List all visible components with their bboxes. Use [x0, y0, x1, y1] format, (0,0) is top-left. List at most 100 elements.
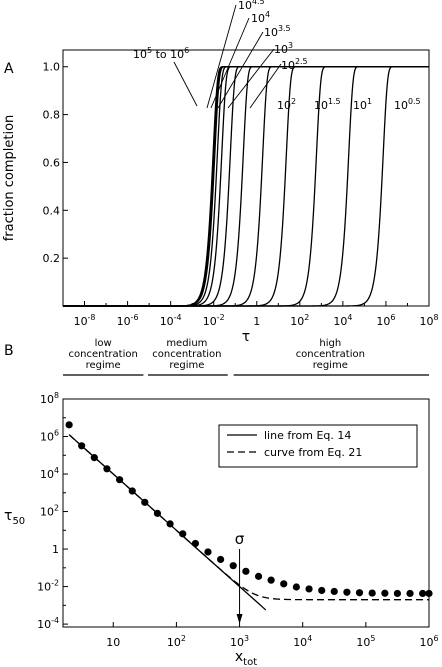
b-x-tick-label: 102 — [167, 634, 186, 649]
panel-b-regimes: lowconcentrationregimemediumconcentratio… — [63, 338, 429, 376]
b-data-point — [128, 487, 136, 495]
a-leader-line — [217, 31, 264, 109]
panel-a-curves — [63, 66, 429, 307]
b-x-tick-label: 103 — [230, 634, 249, 649]
b-curve-eq21 — [68, 434, 429, 601]
a-x-tick-label: 1 — [253, 315, 260, 328]
panel-b-sigma-annotation: σ — [235, 530, 245, 624]
b-data-point — [179, 530, 187, 538]
a-curve-5 — [63, 66, 429, 307]
a-x-tick-label: 108 — [419, 313, 438, 328]
panel-b-points — [65, 421, 433, 598]
a-leader-line — [206, 4, 237, 109]
a-label-range: 105 to 106 — [133, 46, 189, 61]
a-x-tick-label: 10-8 — [74, 313, 96, 328]
panel-a-x-axis: 10-8 10-6 10-4 10-2 1 102 104 106 108 — [74, 301, 439, 328]
b-data-point — [381, 589, 389, 597]
a-y-tick-label: 0.6 — [43, 156, 61, 169]
b-data-point — [267, 576, 275, 584]
b-data-point — [292, 583, 300, 591]
b-data-point — [242, 567, 250, 575]
panel-b-plot-frame — [62, 398, 430, 628]
b-y-tick-label: 1 — [52, 543, 59, 556]
b-data-point — [115, 476, 124, 484]
panel-b-x-label: xtot — [235, 649, 257, 667]
a-curve-11 — [63, 66, 429, 307]
b-regime-label: high — [319, 338, 341, 349]
b-y-tick-label: 108 — [40, 391, 59, 406]
b-data-point — [191, 539, 200, 548]
b-y-tick-label: 10-2 — [37, 579, 59, 594]
a-x-tick-label: 104 — [333, 313, 352, 328]
b-regime-label: medium — [166, 338, 207, 349]
a-leader-line-range — [173, 61, 198, 107]
a-x-tick-label: 106 — [376, 313, 395, 328]
b-legend-box — [218, 424, 418, 468]
b-x-tick-label: 105 — [356, 634, 375, 649]
b-regime-label: regime — [86, 360, 121, 371]
a-label-10-1.5: 101.5 — [314, 97, 341, 112]
a-y-tick-label: 1.0 — [43, 61, 61, 74]
a-label-10-3: 103 — [274, 41, 293, 56]
panel-label-a: A — [4, 61, 14, 77]
a-y-tick-label: 0.2 — [43, 252, 61, 265]
b-data-point — [204, 548, 212, 556]
a-label-10-4: 104 — [251, 10, 270, 25]
b-data-point — [330, 587, 338, 596]
a-y-tick-label: 0.4 — [43, 204, 61, 217]
panel-b-y-label: τ50 — [4, 508, 25, 527]
a-leader-line — [249, 63, 282, 109]
panel-a-y-axis: 0.2 0.4 0.6 0.8 1.0 — [43, 61, 68, 265]
b-legend-label: line from Eq. 14 — [264, 429, 351, 442]
b-data-point — [141, 498, 149, 506]
panel-b-chart: lowconcentrationregimemediumconcentratio… — [4, 338, 439, 667]
a-label-10-4.5: 104.5 — [238, 0, 265, 12]
panel-a-leader-lines — [173, 4, 282, 109]
b-data-point — [355, 589, 364, 597]
a-label-10-0.5: 100.5 — [394, 97, 421, 112]
b-sigma-arrow-head — [236, 614, 243, 624]
a-x-tick-label: 10-2 — [203, 313, 225, 328]
b-regime-label: concentration — [296, 349, 365, 360]
b-regime-label: concentration — [152, 349, 221, 360]
a-leader-line — [210, 17, 250, 109]
b-regime-label: concentration — [69, 349, 138, 360]
b-data-point — [153, 509, 162, 517]
b-regime-label: low — [95, 338, 112, 349]
panel-a-chart: 0.20.40.60.81.0 10-8 10-6 10-4 10-2 1 102 104 1… — [2, 0, 439, 345]
b-x-tick-label: 106 — [419, 634, 438, 649]
b-sigma-label: σ — [235, 530, 245, 548]
b-x-tick-label: 104 — [293, 634, 312, 649]
panel-b-x-axis: 10 102 103 104 105 106 — [106, 622, 439, 649]
panel-b-legend: line from Eq. 14 curve from Eq. 21 — [218, 424, 418, 468]
b-y-tick-label: 10-4 — [37, 616, 59, 631]
a-x-tick-label: 10-4 — [160, 313, 182, 328]
b-data-point — [103, 465, 111, 473]
a-label-10-2: 102 — [277, 97, 296, 112]
b-y-tick-label: 104 — [40, 466, 59, 481]
a-x-tick-label: 10-6 — [117, 313, 139, 328]
b-data-point — [305, 585, 313, 593]
b-legend-label: curve from Eq. 21 — [264, 446, 362, 459]
b-data-point — [217, 555, 225, 564]
b-regime-label: regime — [169, 360, 204, 371]
a-x-tick-label: 102 — [290, 313, 309, 328]
b-data-point — [343, 588, 351, 596]
b-data-point — [254, 572, 263, 580]
panel-a-plot-frame — [62, 49, 430, 307]
a-leader-line — [227, 48, 275, 109]
b-y-tick-label: 102 — [40, 504, 59, 519]
a-label-10-2.5: 102.5 — [281, 57, 308, 72]
b-regime-label: regime — [313, 360, 348, 371]
b-data-point — [318, 586, 326, 595]
b-data-point — [65, 421, 73, 429]
panel-b-y-axis: 10-4 10-2 1 102 104 106 108 — [37, 391, 68, 631]
a-label-10-3.5: 103.5 — [264, 24, 291, 39]
b-data-point — [406, 589, 414, 598]
panel-a-x-label: τ — [242, 329, 250, 345]
panel-a-y-label: fraction completion — [2, 115, 17, 242]
b-data-point — [229, 562, 237, 570]
b-y-tick-label: 106 — [40, 429, 59, 444]
b-data-point — [90, 454, 98, 462]
